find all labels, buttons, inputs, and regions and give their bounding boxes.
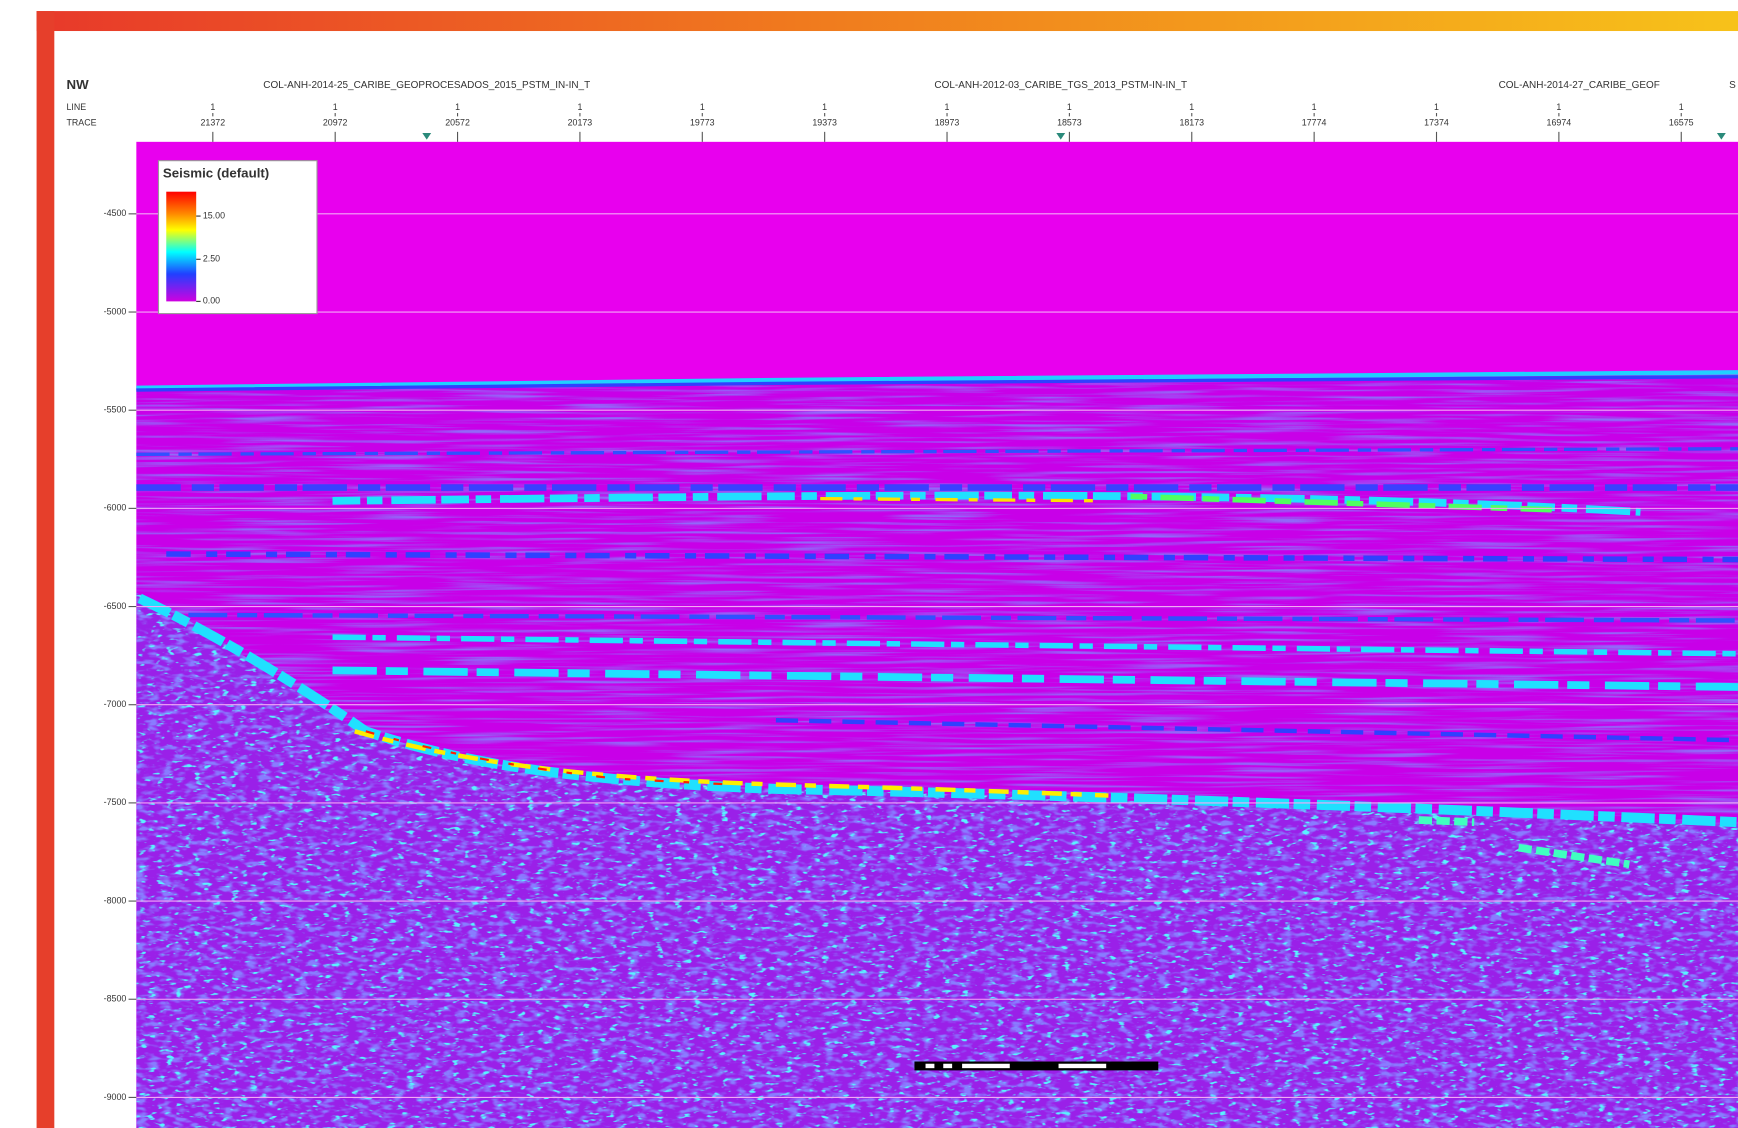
trace-line-number: 1 <box>1434 102 1439 112</box>
reflector <box>1418 816 1630 869</box>
scale-bar-base <box>914 1061 1159 1071</box>
seabed-shadow <box>136 375 1738 392</box>
grid <box>136 213 1738 1098</box>
line-name: COL-ANH-2014-27_CARIBE_GEOF <box>1499 80 1660 91</box>
line-intersection-marker <box>422 132 432 140</box>
scale-bar <box>914 1061 1159 1071</box>
trace-number: 19773 <box>690 117 715 127</box>
frame-left <box>36 11 55 1128</box>
depth-tick-label: -5500 <box>104 405 127 415</box>
colorbar-label: 0.00 <box>203 296 220 306</box>
line-intersection-marker <box>1716 132 1726 140</box>
colorbar-label: 15.00 <box>203 210 225 220</box>
trace-line-number: 1 <box>210 102 215 112</box>
reflector <box>775 718 1738 743</box>
line-name: S <box>1729 80 1736 91</box>
trace-line-number: 1 <box>1067 102 1072 112</box>
frame-top <box>36 11 1738 32</box>
trace-line-number: 1 <box>945 102 950 112</box>
trace-line-number: 1 <box>700 102 705 112</box>
trace-line-number: 1 <box>1556 102 1561 112</box>
trace-number: 18573 <box>1057 117 1082 127</box>
depth-tick-label: -8500 <box>104 994 127 1004</box>
depth-tick-label: -5000 <box>104 306 127 316</box>
trace-line-number: 1 <box>1189 102 1194 112</box>
depth-tick-label: -7000 <box>104 699 127 709</box>
trace-number: 19373 <box>812 117 837 127</box>
reflector <box>136 447 1738 456</box>
trace-number: 18173 <box>1179 117 1204 127</box>
trace-line-number: 1 <box>1679 102 1684 112</box>
reflector <box>166 551 1738 563</box>
trace-number: 18973 <box>935 117 960 127</box>
direction-label: NW <box>67 77 90 92</box>
depth-tick-label: -6000 <box>104 503 127 513</box>
line-name: COL-ANH-2012-03_CARIBE_TGS_2013_PSTM-IN-… <box>934 80 1187 91</box>
basement-peak <box>365 730 732 786</box>
reflector <box>332 634 1738 657</box>
line-label: LINE <box>67 102 87 112</box>
depth-tick-label: -9000 <box>104 1092 127 1102</box>
depth-tick-label: -7500 <box>104 797 127 807</box>
colorbar <box>166 191 197 302</box>
trace-line-number: 1 <box>455 102 460 112</box>
colorbar-label: 2.50 <box>203 254 220 264</box>
reflector <box>188 612 1738 623</box>
scale-bar-segment <box>962 1063 1010 1069</box>
reflector-strong <box>820 496 1109 503</box>
reflector <box>332 666 1738 691</box>
line-intersection-marker <box>1056 132 1066 140</box>
reflector <box>332 491 1641 516</box>
basement-reflector <box>137 593 1738 828</box>
reflectors <box>136 370 1738 869</box>
depth-tick-label: -4500 <box>104 208 127 218</box>
reflector-strong <box>1130 493 1552 513</box>
trace-line-number: 1 <box>822 102 827 112</box>
trace-number: 17374 <box>1424 117 1449 127</box>
trace-label: TRACE <box>67 117 97 127</box>
trace-number: 21372 <box>200 117 225 127</box>
trace-line-number: 1 <box>333 102 338 112</box>
scale-bar-segment <box>943 1063 953 1069</box>
legend-title: Seismic (default) <box>163 165 269 180</box>
line-name: COL-ANH-2014-25_CARIBE_GEOPROCESADOS_201… <box>263 80 590 91</box>
scale-bar-segment <box>1058 1063 1107 1069</box>
trace-line-number: 1 <box>577 102 582 112</box>
trace-number: 16974 <box>1547 117 1572 127</box>
trace-number: 16575 <box>1669 117 1694 127</box>
depth-tick-label: -6500 <box>104 601 127 611</box>
trace-number: 20972 <box>323 117 348 127</box>
trace-number: 20572 <box>445 117 470 127</box>
scale-bar-segment <box>925 1063 935 1069</box>
trace-number: 20173 <box>568 117 593 127</box>
depth-tick-label: -8000 <box>104 895 127 905</box>
trace-number: 17774 <box>1302 117 1327 127</box>
trace-line-number: 1 <box>1312 102 1317 112</box>
seabed <box>136 370 1738 391</box>
